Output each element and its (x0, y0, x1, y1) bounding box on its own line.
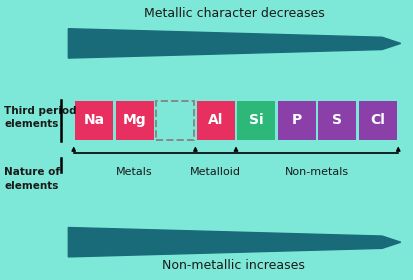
Bar (156, 101, 194, 140)
Polygon shape (68, 29, 400, 58)
Text: S: S (332, 113, 342, 127)
Text: Metalloid: Metalloid (190, 167, 241, 177)
Bar (115, 101, 153, 140)
Bar (196, 101, 234, 140)
Text: Na: Na (83, 113, 104, 127)
Text: Non-metallic increases: Non-metallic increases (162, 259, 305, 272)
Polygon shape (68, 227, 400, 257)
Text: P: P (291, 113, 301, 127)
Text: Metals: Metals (116, 167, 152, 177)
Bar (318, 101, 356, 140)
Text: Third period
elements: Third period elements (4, 106, 76, 129)
Text: Mg: Mg (122, 113, 146, 127)
Bar (277, 101, 315, 140)
Text: Si: Si (248, 113, 263, 127)
Text: Cl: Cl (370, 113, 385, 127)
Bar (358, 101, 396, 140)
Bar (75, 101, 113, 140)
Text: Al: Al (207, 113, 223, 127)
Text: Metallic character decreases: Metallic character decreases (143, 7, 323, 20)
Bar (237, 101, 275, 140)
Text: Non-metals: Non-metals (285, 167, 348, 177)
Text: Nature of
elements: Nature of elements (4, 167, 60, 190)
